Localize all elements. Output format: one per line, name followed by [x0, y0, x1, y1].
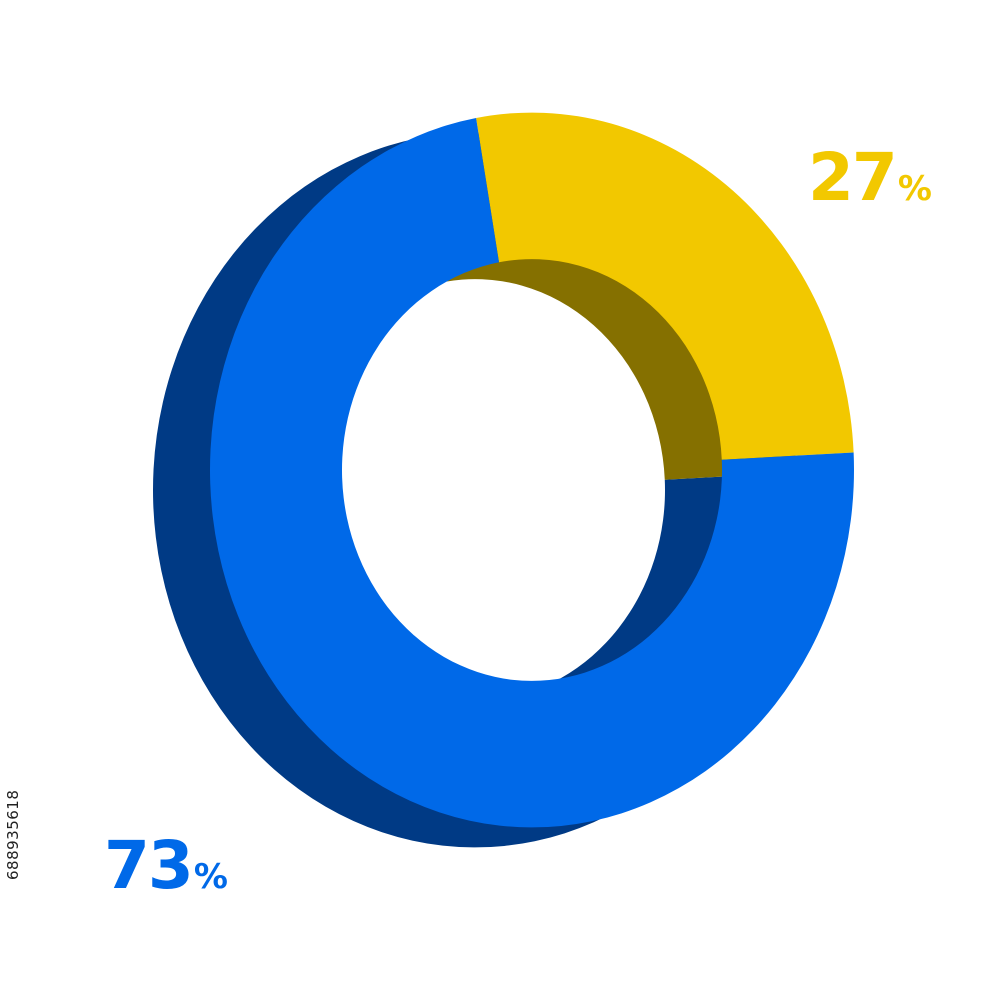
stock-id-watermark: 688935618 — [4, 789, 22, 880]
blue-percent-label: 73% — [104, 833, 228, 899]
blue-percent-sign: % — [193, 857, 228, 897]
yellow-percent-label: 27% — [808, 145, 932, 211]
blue-segment — [210, 118, 854, 828]
yellow-segment — [476, 112, 854, 460]
blue-percent-value: 73 — [104, 827, 194, 904]
yellow-percent-value: 27 — [808, 139, 898, 216]
yellow-percent-sign: % — [897, 169, 932, 209]
